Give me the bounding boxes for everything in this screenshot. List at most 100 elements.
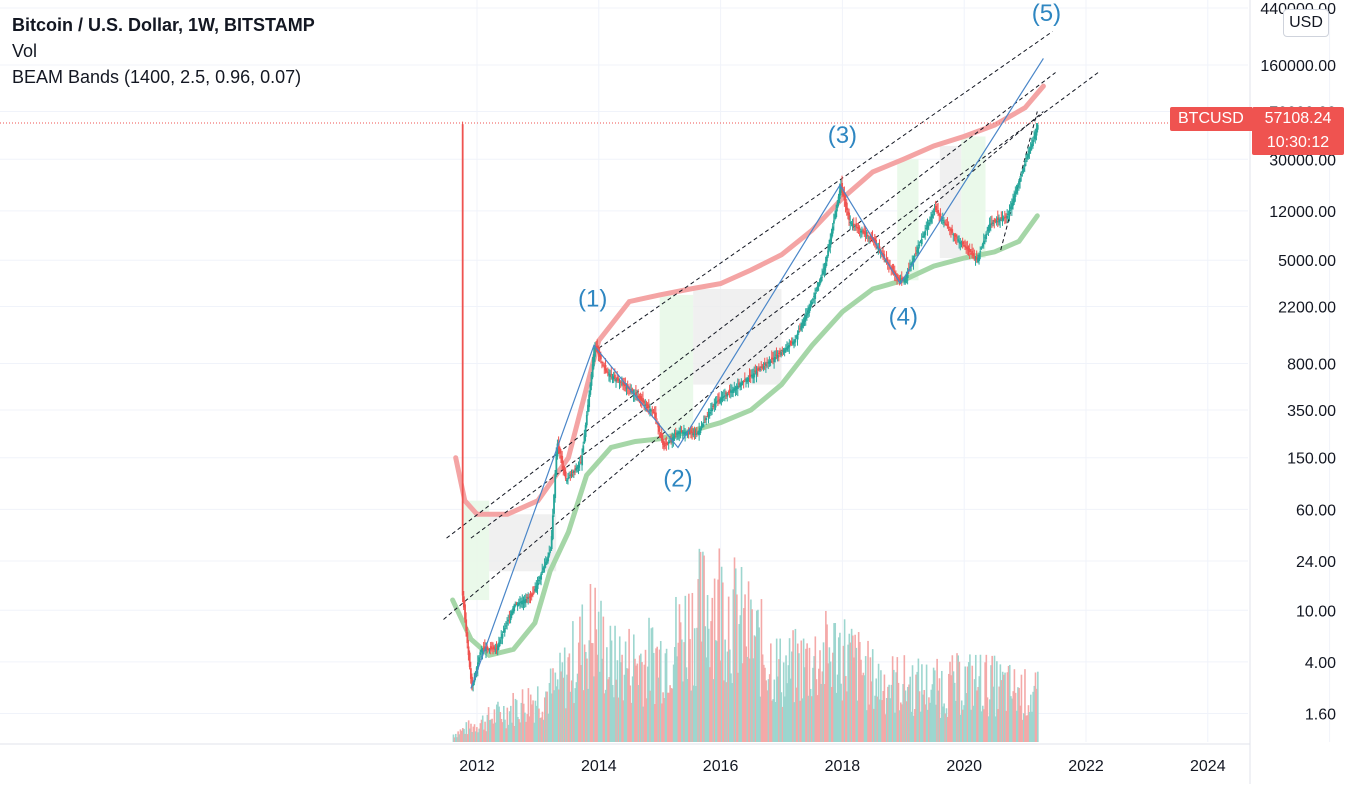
volume-bar-362 <box>876 696 879 742</box>
volume-bar-110 <box>581 604 584 742</box>
volume-bar-131 <box>606 647 608 742</box>
candle-body-311 <box>826 256 828 262</box>
volume-bar-111 <box>582 690 585 742</box>
symbol-title[interactable]: Bitcoin / U.S. Dollar, 1W, BITSTAMP <box>12 15 315 35</box>
candle-body-449 <box>987 226 990 231</box>
volume-bar-299 <box>802 638 805 742</box>
candle-body-197 <box>692 433 695 436</box>
volume-bar-458 <box>989 699 991 742</box>
y-tick-label-7: 800.00 <box>1287 356 1336 373</box>
volume-bar-395 <box>915 674 917 742</box>
candle-body-343 <box>863 231 866 234</box>
volume-bar-323 <box>830 686 833 742</box>
volume-bar-345 <box>856 700 859 742</box>
candle-body-468 <box>1009 206 1012 210</box>
beam-bands-indicator-label[interactable]: BEAM Bands (1400, 2.5, 0.96, 0.07) <box>12 67 302 87</box>
candle-body-395 <box>924 230 927 236</box>
candle-body-253 <box>758 367 760 370</box>
candle-body-389 <box>917 247 920 254</box>
candle-body-31 <box>498 642 500 648</box>
candle-body-392 <box>920 238 923 245</box>
candle-body-436 <box>972 253 975 256</box>
candle-body-0 <box>461 124 464 596</box>
volume-bar-489 <box>1025 715 1027 742</box>
candle-body-347 <box>868 237 870 239</box>
volume-bar-352 <box>864 656 867 742</box>
volume-bar-222 <box>712 679 715 742</box>
wave-label-5: (5) <box>1032 0 1061 27</box>
volume-bar-415 <box>938 678 941 742</box>
candle-body-461 <box>1001 218 1004 222</box>
volume-bar-258 <box>754 636 757 742</box>
volume-bar-413 <box>936 658 938 742</box>
candle-body-135 <box>619 381 622 383</box>
volume-bar-393 <box>912 715 915 742</box>
candle-body-408 <box>939 213 942 217</box>
volume-bar-82 <box>548 683 551 742</box>
candle-body-66 <box>539 576 541 580</box>
candle-body-324 <box>841 183 844 191</box>
candle-body-387 <box>915 252 917 254</box>
volume-bar-481 <box>1015 710 1018 742</box>
volume-bar-210 <box>698 548 701 742</box>
volume-bar-154 <box>632 634 635 742</box>
candle-body-479 <box>1022 167 1025 172</box>
candle-body-456 <box>995 220 998 223</box>
volume-bar-434 <box>960 700 963 742</box>
volume-indicator-label[interactable]: Vol <box>12 41 38 61</box>
volume-bar-253 <box>748 658 751 742</box>
volume-bar-324 <box>832 652 834 742</box>
candle-body-259 <box>765 364 767 366</box>
y-tick-label-3: 30000.00 <box>1269 152 1336 169</box>
volume-bar-467 <box>999 664 1002 742</box>
volume-bar-249 <box>744 594 746 742</box>
candle-body-334 <box>852 223 855 225</box>
volume-bar-462 <box>993 655 996 742</box>
candle-body-150 <box>637 395 640 398</box>
candle-body-275 <box>783 349 786 353</box>
candle-body-205 <box>701 424 704 427</box>
candle-body-480 <box>1023 164 1026 167</box>
candle-body-419 <box>952 234 955 236</box>
candle-body-52 <box>522 600 525 604</box>
volume-bar-388 <box>907 686 909 742</box>
currency-button[interactable]: USD <box>1283 9 1329 37</box>
volume-bar-227 <box>718 548 721 742</box>
volume-bar-399 <box>919 711 922 742</box>
volume-bar-129 <box>603 693 606 742</box>
volume-bar-163 <box>643 664 646 742</box>
candle-body-182 <box>674 433 677 435</box>
volume-bar-59 <box>521 689 524 742</box>
volume-bar-454 <box>984 662 986 742</box>
volume-bar-84 <box>551 693 553 742</box>
y-tick-label-12: 10.00 <box>1296 603 1336 620</box>
volume-bar-221 <box>711 597 714 742</box>
candle-body-487 <box>1032 139 1034 146</box>
candle-body-263 <box>769 360 772 363</box>
candle-body-3 <box>465 619 468 632</box>
candle-body-185 <box>678 431 681 435</box>
volume-bar-133 <box>608 677 611 742</box>
candle-body-304 <box>817 283 820 287</box>
candle-body-413 <box>945 223 948 225</box>
volume-bar-12 <box>466 734 469 742</box>
candle-body-53 <box>523 599 526 604</box>
candle-body-172 <box>663 442 666 447</box>
volume-bar-235 <box>727 596 730 742</box>
candle-body-465 <box>1006 216 1009 219</box>
candle-body-301 <box>814 292 817 299</box>
volume-bar-478 <box>1012 691 1015 742</box>
volume-bar-479 <box>1013 669 1016 742</box>
volume-bar-433 <box>959 714 962 742</box>
candle-body-83 <box>558 447 561 454</box>
volume-bar-353 <box>866 710 868 742</box>
candle-body-339 <box>858 227 861 230</box>
candle-body-238 <box>740 383 743 386</box>
candle-body-473 <box>1015 188 1018 193</box>
candle-body-325 <box>842 189 845 196</box>
candle-body-336 <box>855 223 858 227</box>
candle-body-460 <box>1000 217 1003 219</box>
volume-bar-441 <box>969 654 971 742</box>
